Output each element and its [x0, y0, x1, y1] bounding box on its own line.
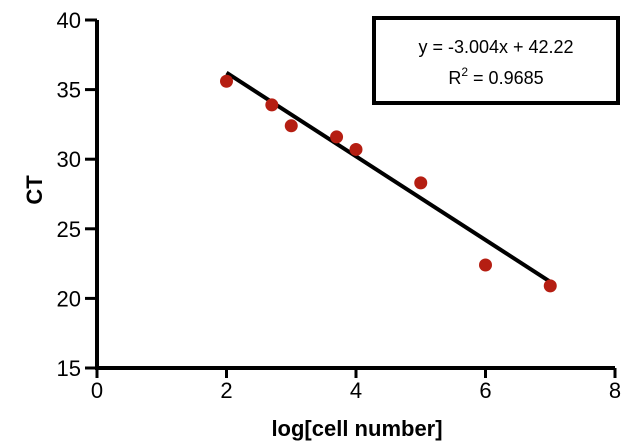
data-point: [349, 142, 363, 156]
y-axis-title: CT: [22, 175, 47, 205]
data-point: [479, 258, 492, 272]
x-tick-label: 4: [350, 378, 362, 403]
data-point: [414, 176, 428, 190]
data-point: [543, 279, 557, 293]
x-tick-label: 8: [609, 378, 621, 403]
r-squared-label: R: [448, 68, 461, 88]
trendline: [225, 71, 552, 284]
r-squared-text: R2 = 0.9685: [448, 65, 543, 88]
y-tick-label: 15: [57, 356, 81, 381]
equation-text: y = -3.004x + 42.22: [418, 37, 573, 57]
data-point: [330, 130, 344, 144]
y-tick-label: 40: [57, 8, 81, 33]
x-tick-label: 2: [220, 378, 232, 403]
x-tick-label: 0: [91, 378, 103, 403]
y-axis: 15 20 25 30 35 40: [57, 8, 99, 381]
y-tick-label: 20: [57, 286, 81, 311]
equation-box-border: [372, 16, 620, 105]
data-point: [265, 98, 279, 112]
y-tick-label: 25: [57, 217, 81, 242]
x-axis: 0 2 4 6 8: [91, 366, 621, 403]
x-tick-label: 6: [479, 378, 491, 403]
data-points: [220, 74, 557, 293]
data-point: [284, 119, 298, 133]
r-squared-superscript: 2: [461, 65, 468, 79]
data-point: [220, 74, 233, 88]
trendline-group: [225, 71, 552, 284]
y-tick-label: 30: [57, 147, 81, 172]
r-squared-value: = 0.9685: [468, 68, 544, 88]
equation-box: y = -3.004x + 42.22 R2 = 0.9685: [372, 16, 620, 105]
x-axis-title: log[cell number]: [271, 416, 442, 441]
y-tick-label: 35: [57, 78, 81, 103]
